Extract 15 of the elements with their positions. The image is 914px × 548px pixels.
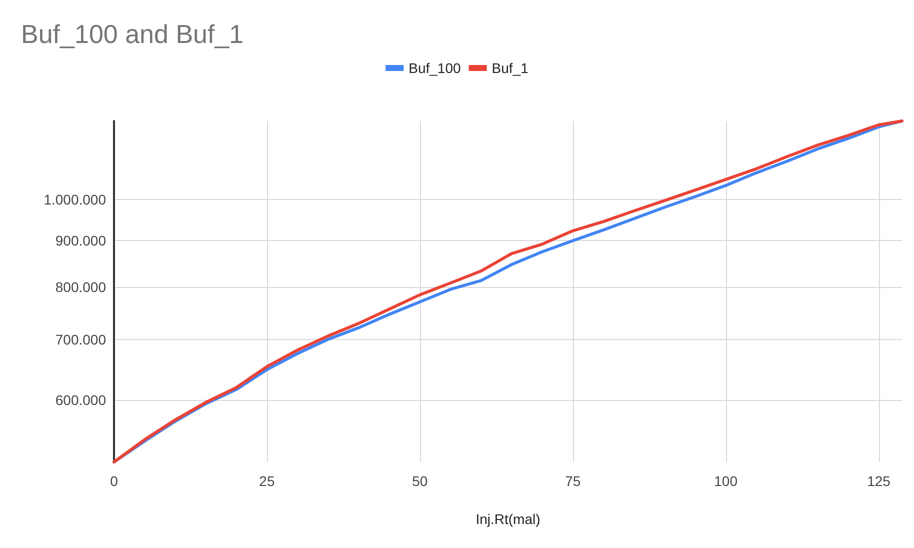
x-tick-label: 125 xyxy=(867,473,891,489)
x-tick-label: 25 xyxy=(259,473,275,489)
x-tick-label: 50 xyxy=(412,473,428,489)
chart-title: Buf_100 and Buf_1 xyxy=(21,19,244,49)
legend-label: Buf_100 xyxy=(408,60,461,76)
y-tick-label: 900.000 xyxy=(55,232,106,249)
x-tick-label: 0 xyxy=(110,473,118,489)
x-axis-title: Inj.Rt(mal) xyxy=(476,511,540,527)
y-tick-label: 700.000 xyxy=(55,331,106,348)
y-tick-label: 1.000.000 xyxy=(44,191,106,208)
legend-label: Buf_1 xyxy=(492,60,529,76)
y-tick-label: 600.000 xyxy=(55,392,106,408)
y-tick-label: 800.000 xyxy=(55,278,106,295)
x-tick-label: 75 xyxy=(565,473,581,489)
x-tick-label: 100 xyxy=(714,473,738,489)
